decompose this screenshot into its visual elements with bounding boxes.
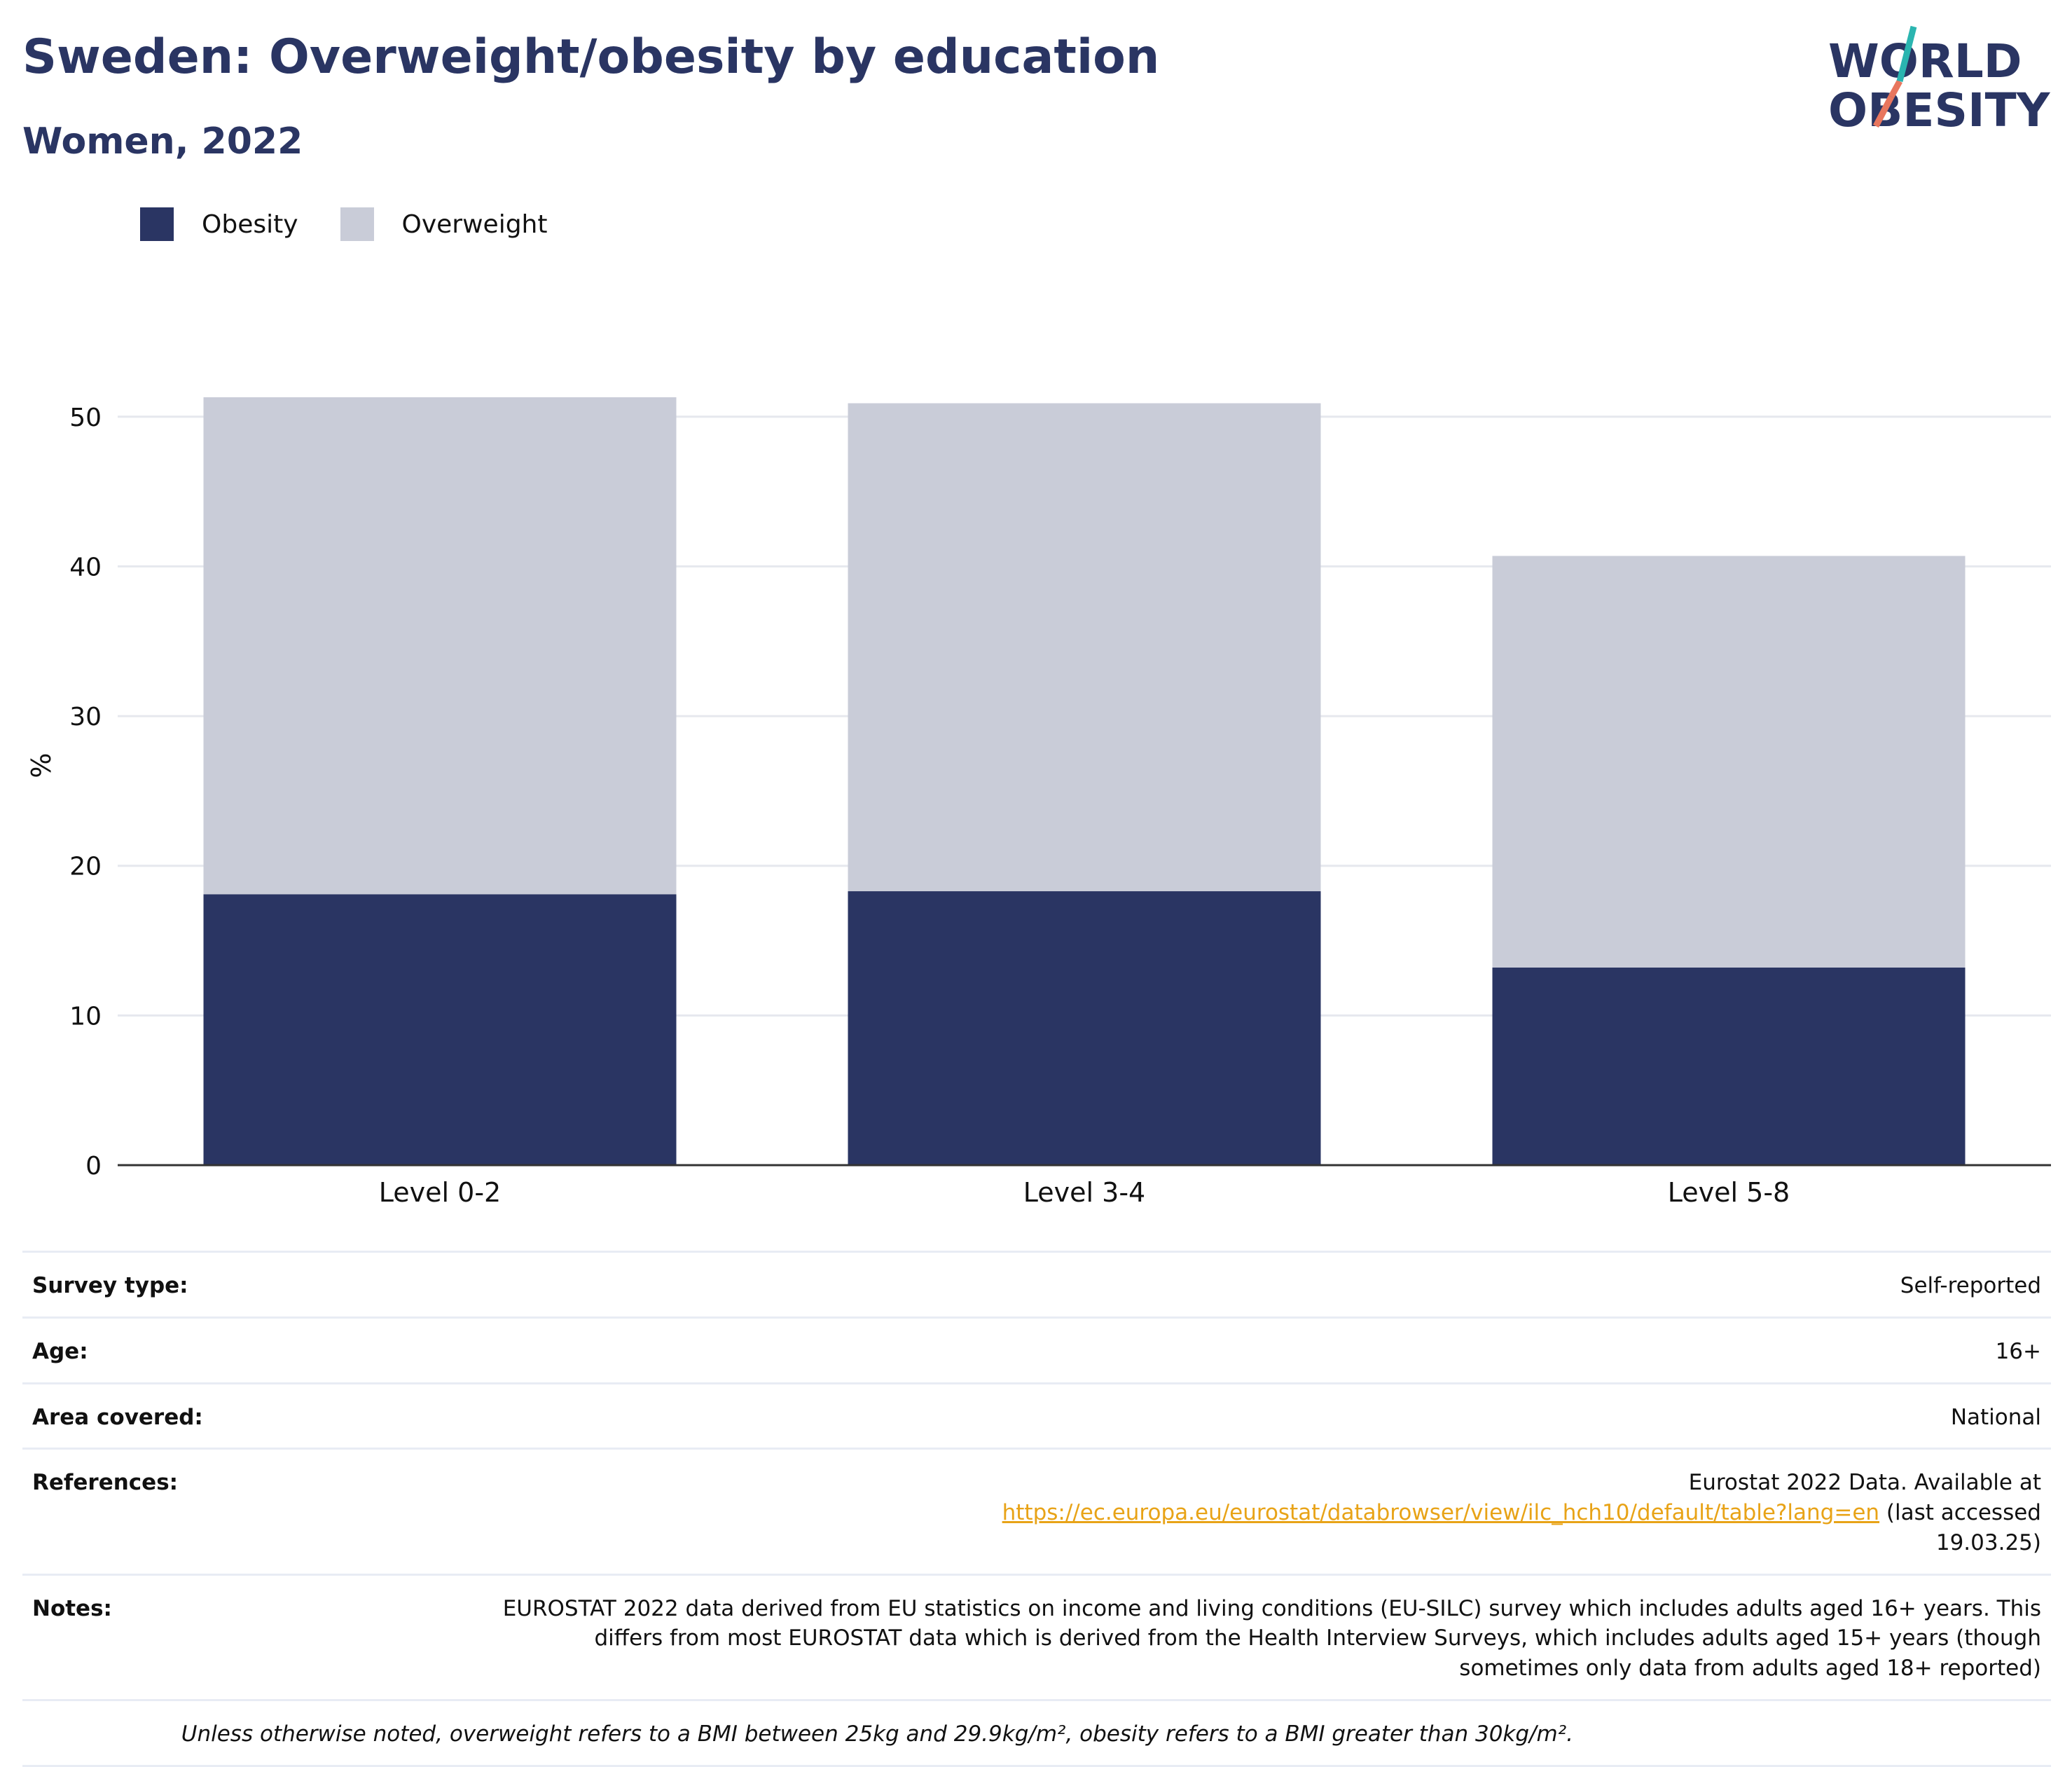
info-row-area: Area covered: National bbox=[22, 1382, 2051, 1448]
references-link[interactable]: https://ec.europa.eu/eurostat/databrowse… bbox=[1002, 1500, 1880, 1526]
references-prefix: Eurostat 2022 Data. Available at bbox=[1688, 1470, 2041, 1496]
y-tick-label: 0 bbox=[85, 1152, 102, 1181]
legend-item-obesity[interactable]: Obesity bbox=[140, 207, 298, 241]
x-tick-label: Level 3-4 bbox=[1023, 1177, 1145, 1208]
legend-label-obesity: Obesity bbox=[202, 209, 298, 239]
bar-obesity-1 bbox=[203, 894, 677, 1165]
info-label: Survey type: bbox=[32, 1273, 188, 1298]
bar-obesity-2 bbox=[848, 891, 1321, 1165]
bar-obesity-3 bbox=[1492, 967, 1966, 1165]
info-label: Area covered: bbox=[32, 1404, 203, 1430]
svg-text:OBESITY: OBESITY bbox=[1828, 83, 2051, 137]
chart-title: Sweden: Overweight/obesity by education bbox=[22, 29, 1160, 85]
bmi-footnote: Unless otherwise noted, overweight refer… bbox=[181, 1721, 1573, 1747]
info-row-notes: Notes: EUROSTAT 2022 data derived from E… bbox=[22, 1573, 2051, 1699]
stacked-bar-chart: 0 10 20 30 40 50% Level 0-2 Level 3-4 Level 5-8 bbox=[26, 397, 2051, 1208]
y-tick-label: 20 bbox=[69, 853, 102, 881]
chart-legend: Obesity Overweight bbox=[140, 207, 589, 241]
bar-overweight-3 bbox=[1492, 556, 1966, 968]
info-row-age: Age: 16+ bbox=[22, 1316, 2051, 1382]
legend-label-overweight: Overweight bbox=[401, 209, 548, 239]
info-value: 16+ bbox=[1995, 1338, 2041, 1364]
info-row-footnote: Unless otherwise noted, overweight refer… bbox=[22, 1698, 2051, 1767]
x-tick-label: Level 5-8 bbox=[1668, 1177, 1790, 1208]
info-label: Age: bbox=[32, 1338, 88, 1364]
info-row-references: References: Eurostat 2022 Data. Availabl… bbox=[22, 1448, 2051, 1573]
info-value: Eurostat 2022 Data. Available at https:/… bbox=[990, 1468, 2041, 1558]
bar-overweight-2 bbox=[848, 403, 1321, 892]
legend-item-overweight[interactable]: Overweight bbox=[340, 207, 548, 241]
info-value: Self-reported bbox=[1900, 1273, 2041, 1298]
legend-swatch-overweight bbox=[340, 207, 374, 241]
y-tick-label: 30 bbox=[69, 703, 102, 731]
info-label: References: bbox=[32, 1470, 179, 1496]
y-tick-label: 50 bbox=[69, 404, 102, 432]
info-value: EUROSTAT 2022 data derived from EU stati… bbox=[502, 1595, 2041, 1682]
svg-text:WORLD: WORLD bbox=[1828, 34, 2022, 88]
chart-subtitle: Women, 2022 bbox=[22, 121, 303, 163]
info-value: National bbox=[1950, 1404, 2041, 1430]
world-obesity-logo: WORLD OBESITY bbox=[1828, 25, 2051, 137]
info-row-survey-type: Survey type: Self-reported bbox=[22, 1251, 2051, 1316]
y-tick-label: 10 bbox=[69, 1002, 102, 1031]
y-tick-label: 40 bbox=[69, 553, 102, 582]
y-axis-label: % bbox=[26, 753, 57, 778]
info-label: Notes: bbox=[32, 1595, 112, 1621]
bar-overweight-1 bbox=[203, 397, 677, 895]
legend-swatch-obesity bbox=[140, 207, 174, 241]
info-table: Survey type: Self-reported Age: 16+ Area… bbox=[22, 1251, 2051, 1767]
x-tick-label: Level 0-2 bbox=[379, 1177, 501, 1208]
references-suffix: (last accessed 19.03.25) bbox=[1879, 1500, 2041, 1555]
